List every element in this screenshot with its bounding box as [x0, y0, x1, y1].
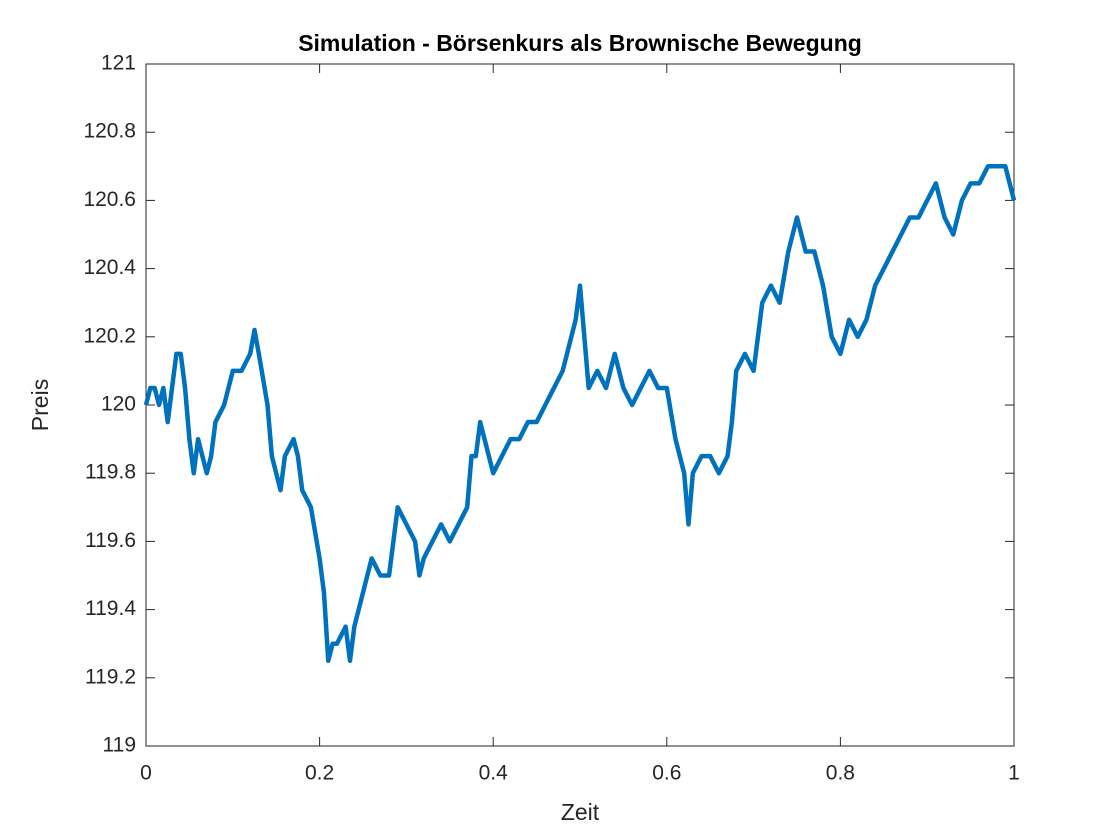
y-tick-label: 119.2 — [85, 665, 136, 688]
y-tick-label: 119.4 — [85, 597, 136, 620]
y-tick-label: 120 — [101, 393, 136, 416]
y-tick-label: 119 — [103, 734, 136, 757]
x-tick-label: 0.4 — [479, 762, 509, 785]
y-tick-label: 119.6 — [85, 529, 136, 552]
x-tick-label: 0.6 — [652, 762, 681, 785]
y-tick-label: 120.2 — [83, 324, 136, 347]
x-tick-label: 0.8 — [826, 762, 855, 785]
x-tick-label: 0.2 — [305, 762, 334, 785]
x-tick-label: 1 — [1008, 762, 1020, 785]
y-tick-label: 121 — [101, 52, 136, 75]
y-axis-label: Preis — [27, 379, 53, 431]
x-tick-label: 0 — [140, 762, 152, 785]
x-axis-label: Zeit — [561, 799, 600, 825]
y-tick-label: 119.8 — [85, 461, 136, 484]
data-line — [143, 164, 1017, 663]
y-tick-label: 120.8 — [83, 120, 136, 143]
chart-title: Simulation - Börsenkurs als Brownische B… — [298, 30, 862, 56]
plot-area — [145, 63, 1015, 747]
y-tick-label: 120.4 — [83, 256, 136, 279]
y-tick-label: 120.6 — [83, 188, 136, 211]
